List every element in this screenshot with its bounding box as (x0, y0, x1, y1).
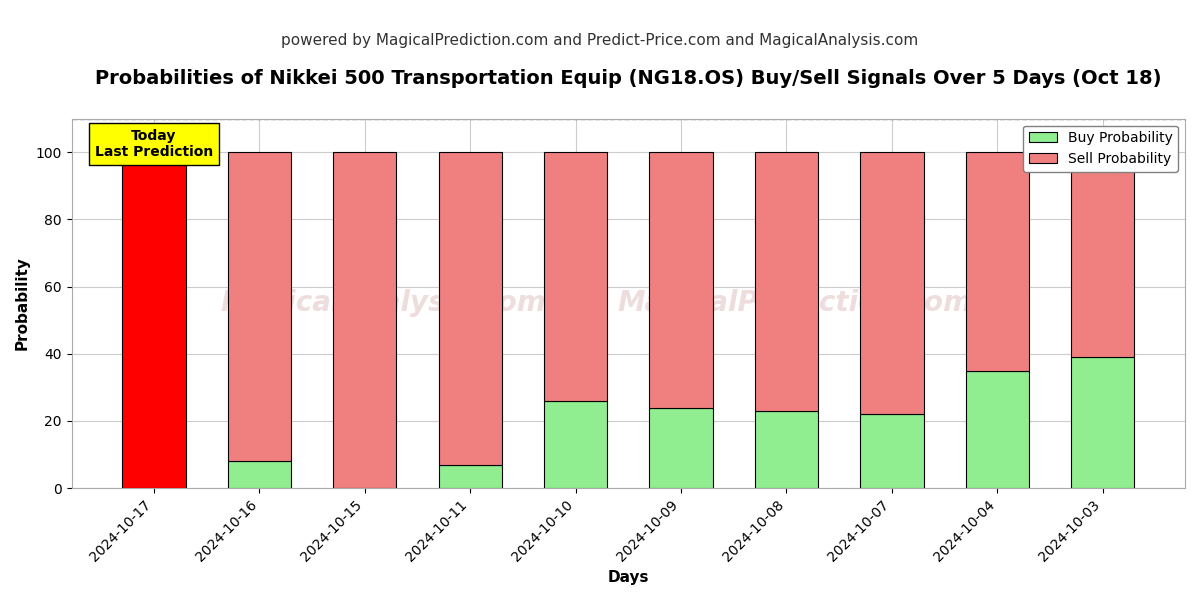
Bar (228, 461, 290, 488)
Bar (755, 411, 818, 488)
Text: Today
Last Prediction: Today Last Prediction (95, 129, 214, 159)
Bar (860, 152, 924, 414)
Bar (544, 152, 607, 401)
Bar (649, 152, 713, 407)
Bar (755, 152, 818, 411)
X-axis label: Days: Days (607, 570, 649, 585)
Bar (122, 152, 186, 488)
Text: powered by MagicalPrediction.com and Predict-Price.com and MagicalAnalysis.com: powered by MagicalPrediction.com and Pre… (281, 33, 919, 48)
Bar (1072, 152, 1134, 357)
Bar (438, 464, 502, 488)
Y-axis label: Probability: Probability (16, 257, 30, 350)
Bar (228, 152, 290, 461)
Legend: Buy Probability, Sell Probability: Buy Probability, Sell Probability (1024, 125, 1178, 172)
Bar (649, 407, 713, 488)
Text: MagicalAnalysis.com: MagicalAnalysis.com (221, 289, 546, 317)
Bar (438, 152, 502, 464)
Title: Probabilities of Nikkei 500 Transportation Equip (NG18.OS) Buy/Sell Signals Over: Probabilities of Nikkei 500 Transportati… (95, 69, 1162, 88)
Text: MagicalPrediction.com: MagicalPrediction.com (618, 289, 973, 317)
Bar (1072, 357, 1134, 488)
Bar (860, 414, 924, 488)
Bar (966, 371, 1028, 488)
Bar (966, 152, 1028, 371)
Bar (334, 152, 396, 488)
Bar (544, 401, 607, 488)
